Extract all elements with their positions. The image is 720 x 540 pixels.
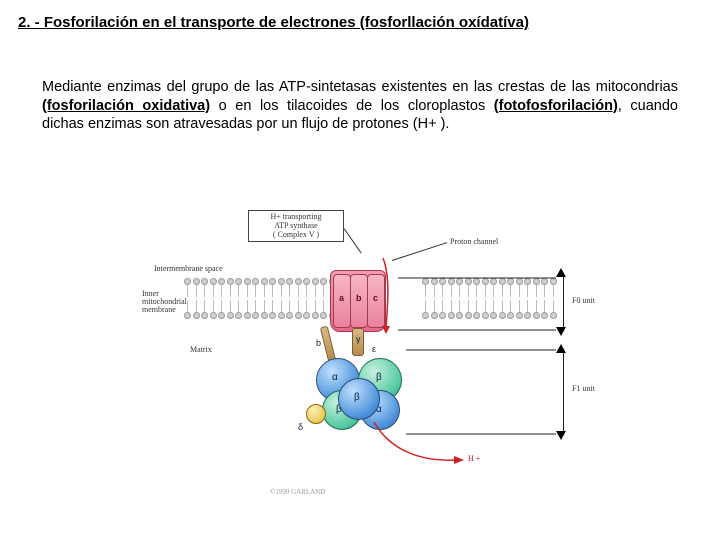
proton-channel-label: Proton channel [450, 238, 500, 246]
atp-synthase-diagram: H+ transporting ATP synthase ( Complex V… [120, 210, 630, 510]
body-paragraph: Mediante enzimas del grupo de las ATP-si… [42, 78, 678, 134]
p-b2: (fotofosforilación) [494, 98, 618, 114]
gamma-label: γ [356, 334, 361, 344]
p-pre: Mediante enzimas del grupo de las ATP-si… [42, 79, 678, 95]
intermembrane-label: Intermembrane space [154, 264, 223, 273]
copyright-footer: ©1999 GARLAND [270, 488, 325, 496]
f0-unit-label: F0 unit [572, 296, 595, 305]
alpha-label-1: α [332, 372, 338, 383]
guide-lines [398, 270, 558, 440]
stalk-b-label: b [316, 338, 321, 348]
eps-label: ε [372, 344, 376, 354]
beta-label-2: β [354, 392, 360, 403]
f0-bracket [558, 277, 564, 327]
complex-v-box: H+ transporting ATP synthase ( Complex V… [248, 210, 344, 242]
lead-box-to-f0 [344, 228, 362, 253]
section-heading: 2. - Fosforilación en el transporte de e… [18, 14, 529, 31]
delta-subunit [306, 404, 326, 424]
box-l2: ATP synthase [274, 221, 317, 230]
f0-label-b: b [356, 293, 362, 303]
stalk-b [320, 326, 336, 363]
matrix-label: Matrix [190, 345, 212, 354]
p-b1: (fosforilación oxidativa) [42, 98, 210, 114]
beta-label-1: β [376, 372, 382, 383]
delta-label: δ [298, 422, 303, 432]
hplus-label: H + [468, 454, 480, 463]
p-mid: o en los tilacoides de los cloroplastos [210, 98, 494, 114]
box-l1: H+ transporting [271, 212, 322, 221]
f1-bracket [558, 353, 564, 431]
f0-label-a: a [339, 293, 344, 303]
box-l3: ( Complex V ) [273, 230, 319, 239]
proton-channel-text: Proton channel [450, 237, 498, 246]
f1-unit-label: F1 unit [572, 384, 595, 393]
